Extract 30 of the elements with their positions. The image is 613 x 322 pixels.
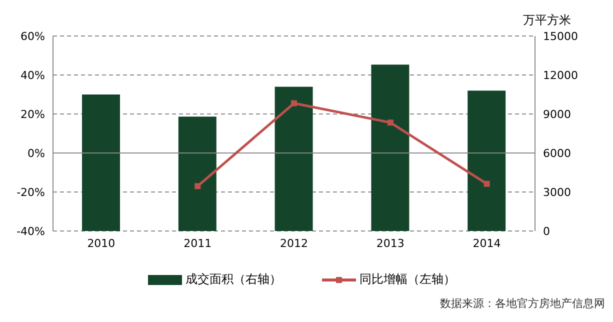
y2-tick-label: 12000 — [543, 68, 578, 82]
y-tick-label: 60% — [20, 30, 45, 43]
y2-tick-label: 15000 — [543, 30, 578, 43]
point — [194, 183, 201, 190]
y2-tick-label: 6000 — [543, 146, 571, 160]
bar — [274, 86, 313, 231]
y-tick-label: 40% — [20, 68, 45, 82]
bar — [178, 116, 216, 231]
source-note: 数据来源：各地官方房地产信息网 — [440, 296, 605, 311]
legend-label: 成交面积（右轴） — [184, 271, 282, 288]
bar — [82, 94, 120, 231]
x-tick-label: 2012 — [280, 236, 308, 250]
y-tick-label: 20% — [20, 108, 45, 121]
point — [484, 180, 490, 187]
point — [387, 120, 394, 126]
y-tick-label: -20% — [16, 186, 45, 199]
y-tick-label: 0% — [28, 146, 45, 160]
bar — [371, 64, 410, 231]
y-tick-label: -40% — [16, 224, 45, 238]
y2-axis-title: 万平方米 — [523, 12, 571, 29]
legend-label: 同比增幅（左轴） — [358, 271, 456, 288]
x-tick-label: 2010 — [87, 236, 116, 250]
x-tick-label: 2014 — [472, 236, 501, 250]
x-tick-label: 2013 — [376, 236, 404, 250]
x-tick-label: 2011 — [184, 236, 212, 250]
y2-tick-label: 9000 — [543, 108, 571, 121]
point — [291, 100, 297, 106]
bar — [468, 90, 506, 231]
y2-tick-label: 0 — [543, 224, 550, 238]
y2-tick-label: 3000 — [543, 186, 571, 199]
